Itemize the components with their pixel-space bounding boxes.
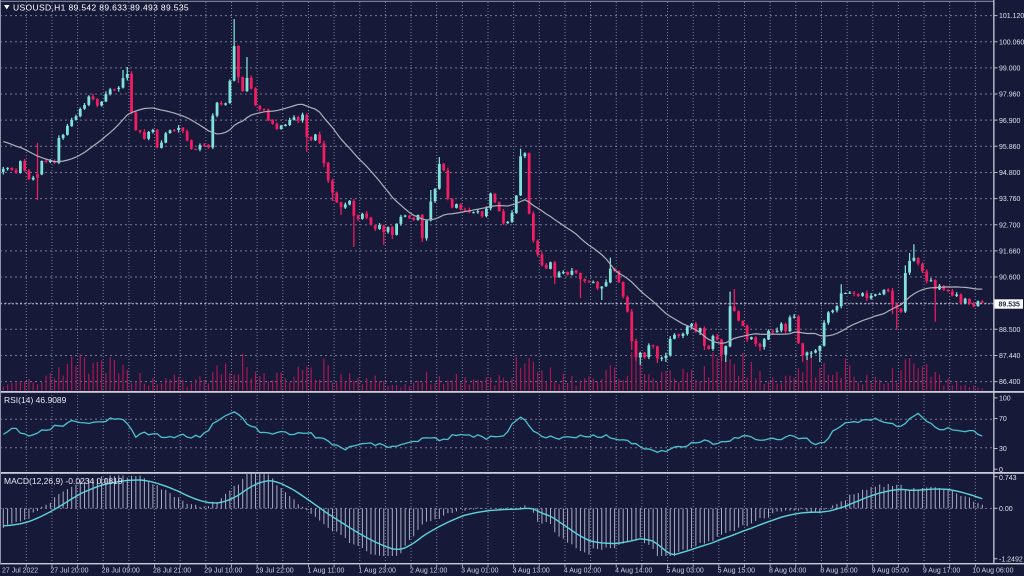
svg-text:-1.2492: -1.2492 [999, 556, 1023, 563]
svg-text:93.760: 93.760 [999, 196, 1021, 203]
svg-text:28 Jul 09:00: 28 Jul 09:00 [102, 567, 140, 574]
svg-text:0: 0 [999, 467, 1003, 474]
svg-text:9 Aug 17:00: 9 Aug 17:00 [923, 567, 960, 574]
svg-text:29 Jul 22:00: 29 Jul 22:00 [256, 567, 294, 574]
svg-text:100: 100 [999, 396, 1011, 403]
svg-text:89.535: 89.535 [999, 302, 1021, 309]
svg-text:88.500: 88.500 [999, 327, 1021, 334]
svg-text:86.400: 86.400 [999, 379, 1021, 386]
svg-text:27 Jul 20:00: 27 Jul 20:00 [50, 567, 88, 574]
svg-text:96.900: 96.900 [999, 118, 1021, 125]
svg-text:87.440: 87.440 [999, 353, 1021, 360]
svg-text:30: 30 [999, 446, 1007, 453]
svg-text:90.600: 90.600 [999, 275, 1021, 282]
svg-text:2 Aug 12:00: 2 Aug 12:00 [410, 567, 447, 574]
svg-text:97.960: 97.960 [999, 92, 1021, 99]
svg-text:92.700: 92.700 [999, 222, 1021, 229]
svg-text:1 Aug 11:00: 1 Aug 11:00 [308, 567, 345, 574]
svg-text:5 Aug 15:00: 5 Aug 15:00 [718, 567, 755, 574]
svg-text:0.743: 0.743 [999, 475, 1017, 482]
svg-text:4 Aug 14:00: 4 Aug 14:00 [615, 567, 652, 574]
svg-text:MACD(12,26,9) -0.0234 0.0819: MACD(12,26,9) -0.0234 0.0819 [4, 476, 123, 486]
svg-text:91.660: 91.660 [999, 248, 1021, 255]
svg-text:28 Jul 21:00: 28 Jul 21:00 [153, 567, 191, 574]
svg-text:9 Aug 05:00: 9 Aug 05:00 [872, 567, 909, 574]
svg-text:4 Aug 02:00: 4 Aug 02:00 [564, 567, 601, 574]
svg-text:10 Aug 06:00: 10 Aug 06:00 [972, 567, 1013, 574]
svg-text:70: 70 [999, 416, 1007, 423]
svg-text:1 Aug 23:00: 1 Aug 23:00 [359, 567, 396, 574]
svg-text:8 Aug 04:00: 8 Aug 04:00 [769, 567, 806, 574]
svg-text:8 Aug 16:00: 8 Aug 16:00 [820, 567, 857, 574]
svg-text:5 Aug 03:00: 5 Aug 03:00 [666, 567, 703, 574]
svg-text:RSI(14) 46.9089: RSI(14) 46.9089 [4, 395, 67, 405]
svg-text:USOUSD,H1 89.542 89.633 89.49: USOUSD,H1 89.542 89.633 89.493 89.535 [13, 3, 189, 13]
svg-text:101.120: 101.120 [999, 13, 1024, 20]
svg-text:3 Aug 13:00: 3 Aug 13:00 [512, 567, 549, 574]
svg-text:94.800: 94.800 [999, 170, 1021, 177]
svg-text:95.860: 95.860 [999, 144, 1021, 151]
svg-text:27 Jul 2022: 27 Jul 2022 [2, 567, 38, 574]
svg-text:99.000: 99.000 [999, 65, 1021, 72]
svg-text:29 Jul 10:00: 29 Jul 10:00 [204, 567, 242, 574]
svg-text:100.060: 100.060 [999, 39, 1024, 46]
svg-text:3 Aug 01:00: 3 Aug 01:00 [461, 567, 498, 574]
svg-text:0.00: 0.00 [999, 506, 1013, 513]
